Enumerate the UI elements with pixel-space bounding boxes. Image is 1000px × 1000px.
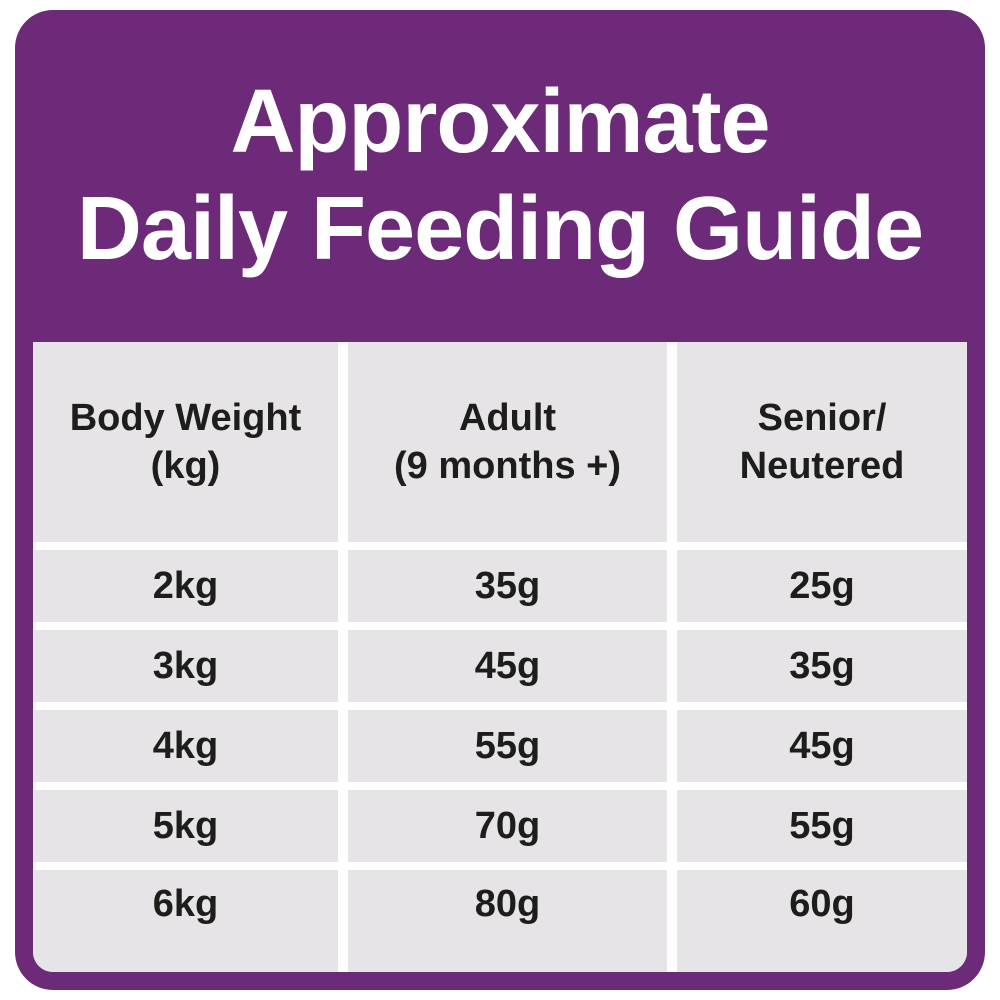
cell-senior-portion: 55g (677, 790, 967, 862)
guide-title-line-1: Approximate (230, 72, 770, 172)
cell-senior-portion: 25g (677, 550, 967, 622)
card-header: Approximate Daily Feeding Guide (15, 10, 985, 342)
column-header-label: (9 months +) (394, 445, 621, 487)
column-header-label: (kg) (150, 445, 221, 487)
cell-body-weight: 5kg (33, 790, 338, 862)
cell-body-weight: 4kg (33, 710, 338, 782)
cell-adult-portion: 45g (348, 630, 667, 702)
cell-senior-portion: 60g (677, 870, 967, 972)
feeding-table: Body Weight (kg) Adult (9 months +) Seni… (33, 342, 967, 972)
column-header-adult: Adult (9 months +) (348, 342, 667, 542)
guide-title-line-2: Daily Feeding Guide (76, 179, 924, 279)
feeding-guide-card: Approximate Daily Feeding Guide Body Wei… (15, 10, 985, 990)
cell-body-weight: 3kg (33, 630, 338, 702)
cell-senior-portion: 45g (677, 710, 967, 782)
cell-adult-portion: 55g (348, 710, 667, 782)
cell-adult-portion: 35g (348, 550, 667, 622)
cell-adult-portion: 80g (348, 870, 667, 972)
column-header-label: Adult (458, 397, 557, 439)
column-header-label: Neutered (739, 445, 905, 487)
cell-body-weight: 6kg (33, 870, 338, 972)
column-header-label: Senior/ (757, 397, 887, 439)
cell-body-weight: 2kg (33, 550, 338, 622)
column-header-label: Body Weight (69, 397, 302, 439)
column-header-body-weight: Body Weight (kg) (33, 342, 338, 542)
column-header-senior-neutered: Senior/ Neutered (677, 342, 967, 542)
cell-adult-portion: 70g (348, 790, 667, 862)
guide-title: Approximate Daily Feeding Guide (76, 69, 924, 283)
cell-senior-portion: 35g (677, 630, 967, 702)
